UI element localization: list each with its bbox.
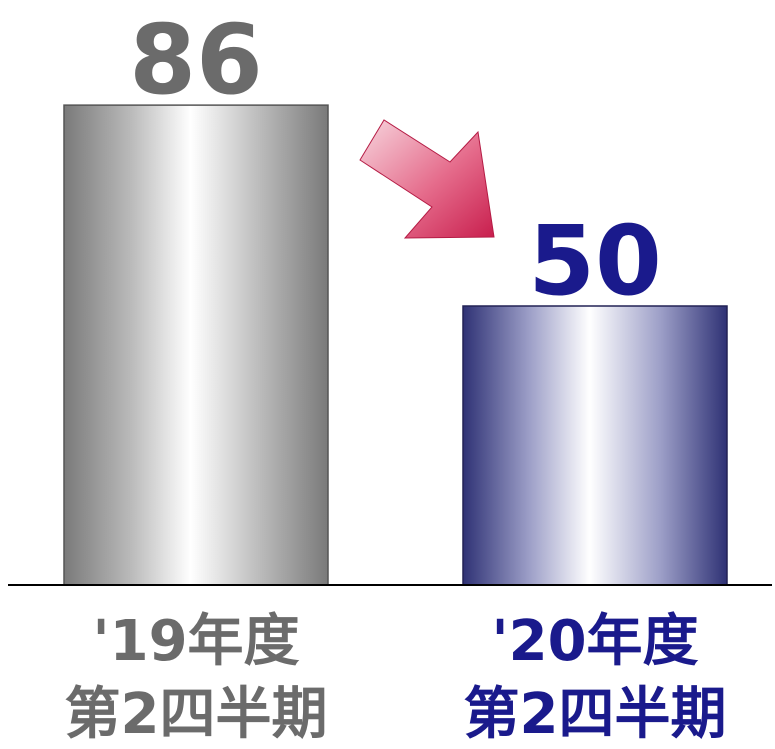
category-label-1-line-2: 第2四半期 xyxy=(464,682,727,747)
decrease-arrow-icon xyxy=(359,119,495,239)
category-label-0-line-2: 第2四半期 xyxy=(65,682,328,747)
category-label-0-line-1: '19年度 xyxy=(92,609,299,674)
bar-1 xyxy=(462,305,728,586)
bar-0 xyxy=(63,104,329,586)
data-label-0: 86 xyxy=(129,4,263,116)
category-label-1-line-1: '20年度 xyxy=(491,609,698,674)
data-label-1: 50 xyxy=(528,205,662,317)
